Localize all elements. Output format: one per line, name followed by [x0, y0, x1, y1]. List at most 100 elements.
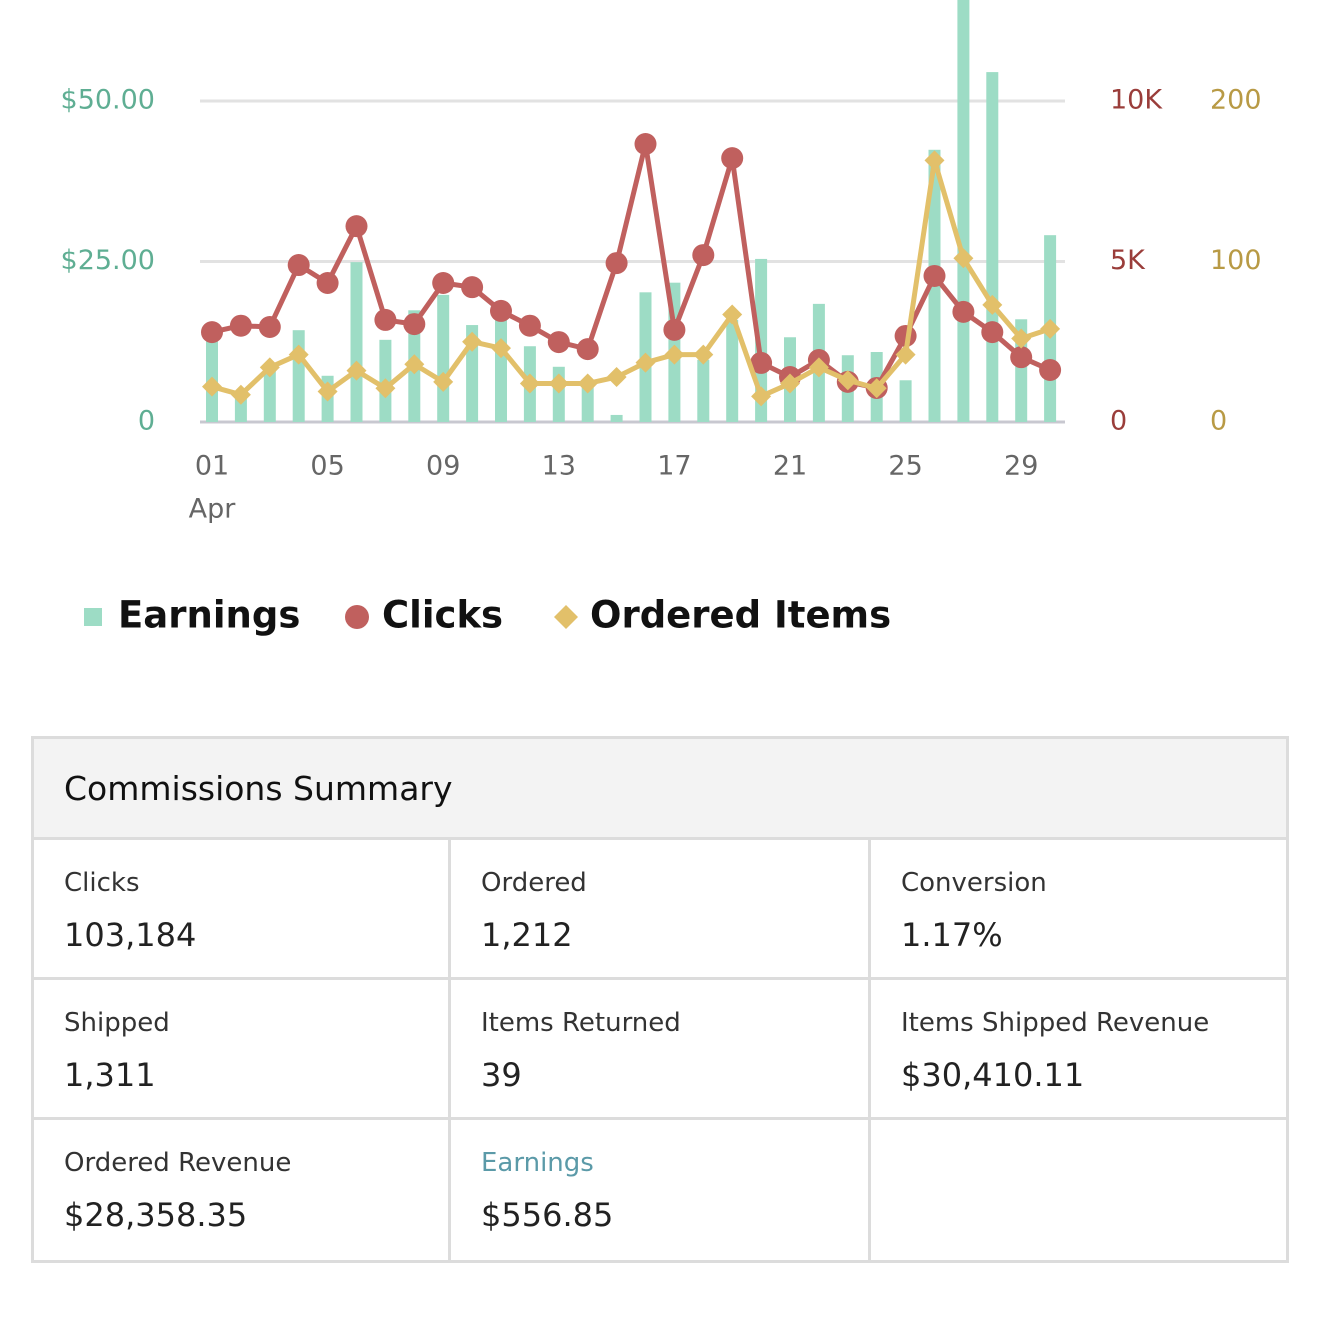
bar	[350, 262, 363, 422]
marker	[375, 378, 396, 399]
bar	[292, 330, 305, 422]
marker	[316, 272, 339, 295]
legend-swatch	[554, 605, 578, 629]
bar	[1015, 319, 1028, 422]
x-tick-label: 21	[773, 451, 807, 482]
summary-label: Items Shipped Revenue	[901, 1008, 1210, 1038]
marker	[606, 367, 627, 388]
marker	[229, 314, 252, 337]
summary-label: Items Returned	[481, 1008, 681, 1038]
marker	[866, 378, 887, 399]
marker	[548, 373, 569, 394]
marker	[693, 344, 714, 365]
marker	[1040, 318, 1061, 339]
legend-label: Earnings	[118, 594, 300, 637]
summary-label: Earnings	[481, 1148, 594, 1178]
bar	[234, 395, 247, 422]
marker	[981, 321, 1004, 344]
summary-cell: Earnings $556.85	[451, 1120, 871, 1260]
summary-value: $28,358.35	[64, 1196, 248, 1234]
y3-tick-label: 100	[1210, 245, 1262, 276]
summary-cell: Clicks 103,184	[34, 840, 451, 980]
line	[211, 141, 1052, 391]
marker	[664, 344, 685, 365]
y2-tick-label: 0	[1110, 406, 1127, 437]
marker	[952, 300, 975, 323]
bar	[263, 369, 276, 422]
marker	[837, 370, 858, 391]
marker	[287, 254, 310, 277]
marker	[230, 384, 251, 405]
marker	[288, 344, 309, 365]
marker	[1011, 328, 1032, 349]
y3-tick-label: 200	[1210, 84, 1262, 115]
bar	[610, 414, 623, 422]
marker	[605, 252, 628, 275]
summary-label: Conversion	[901, 868, 1047, 898]
y2-tick-label: 10K	[1110, 84, 1163, 115]
y-tick-label: 0	[138, 406, 155, 437]
marker	[663, 318, 686, 341]
marker	[577, 373, 598, 394]
marker	[374, 308, 397, 331]
marker	[491, 338, 511, 359]
marker	[345, 215, 368, 238]
marker	[635, 352, 656, 373]
bar	[726, 319, 739, 422]
x-tick-label: 29	[1004, 451, 1038, 482]
marker	[1039, 358, 1062, 381]
marker	[317, 381, 338, 402]
marker	[518, 314, 541, 337]
marker	[953, 248, 974, 269]
marker	[982, 294, 1003, 315]
marker	[258, 315, 281, 338]
x-tick-label: 05	[310, 451, 344, 482]
marker	[1010, 346, 1033, 369]
marker	[751, 386, 772, 407]
summary-grid: Clicks 103,184 Ordered 1,212 Conversion 1.17%…	[34, 840, 1286, 1260]
summary-label: Clicks	[64, 868, 140, 898]
summary-cell: Items Returned 39	[451, 980, 871, 1120]
marker	[259, 357, 280, 378]
summary-value: 1,212	[481, 916, 573, 954]
summary-value: $556.85	[481, 1196, 614, 1234]
summary-cell: Shipped 1,311	[34, 980, 451, 1120]
marker	[721, 147, 744, 170]
x-tick-label: 17	[657, 451, 691, 482]
marker	[547, 331, 570, 354]
marker	[722, 304, 743, 325]
marker	[432, 272, 455, 295]
marker	[895, 344, 916, 365]
legend-swatch	[345, 605, 369, 629]
marker	[576, 338, 599, 361]
summary-value: 39	[481, 1056, 522, 1094]
marker	[202, 376, 222, 397]
summary-cell: Ordered Revenue $28,358.35	[34, 1120, 451, 1260]
summary-empty-cell	[871, 1120, 1286, 1260]
y-tick-label: $25.00	[61, 245, 155, 276]
summary-cell: Conversion 1.17%	[871, 840, 1286, 980]
marker	[924, 150, 945, 171]
marker	[519, 373, 540, 394]
summary-value: 103,184	[64, 916, 197, 954]
bar	[986, 72, 999, 423]
legend-label: Ordered Items	[590, 594, 891, 637]
marker	[692, 244, 715, 267]
marker	[750, 351, 773, 374]
x-tick-label: 01	[195, 451, 229, 482]
summary-value: $30,410.11	[901, 1056, 1085, 1094]
marker	[780, 373, 800, 394]
bar	[581, 384, 594, 422]
summary-value: 1.17%	[901, 916, 1003, 954]
y3-tick-label: 0	[1210, 406, 1227, 437]
summary-label: Ordered Revenue	[64, 1148, 292, 1178]
bar	[957, 0, 970, 423]
marker	[404, 354, 425, 375]
marker	[808, 357, 829, 378]
y-tick-label: $50.00	[61, 84, 155, 115]
marker	[462, 331, 483, 352]
summary-label: Ordered	[481, 868, 587, 898]
marker	[403, 313, 426, 336]
summary-value: 1,311	[64, 1056, 156, 1094]
